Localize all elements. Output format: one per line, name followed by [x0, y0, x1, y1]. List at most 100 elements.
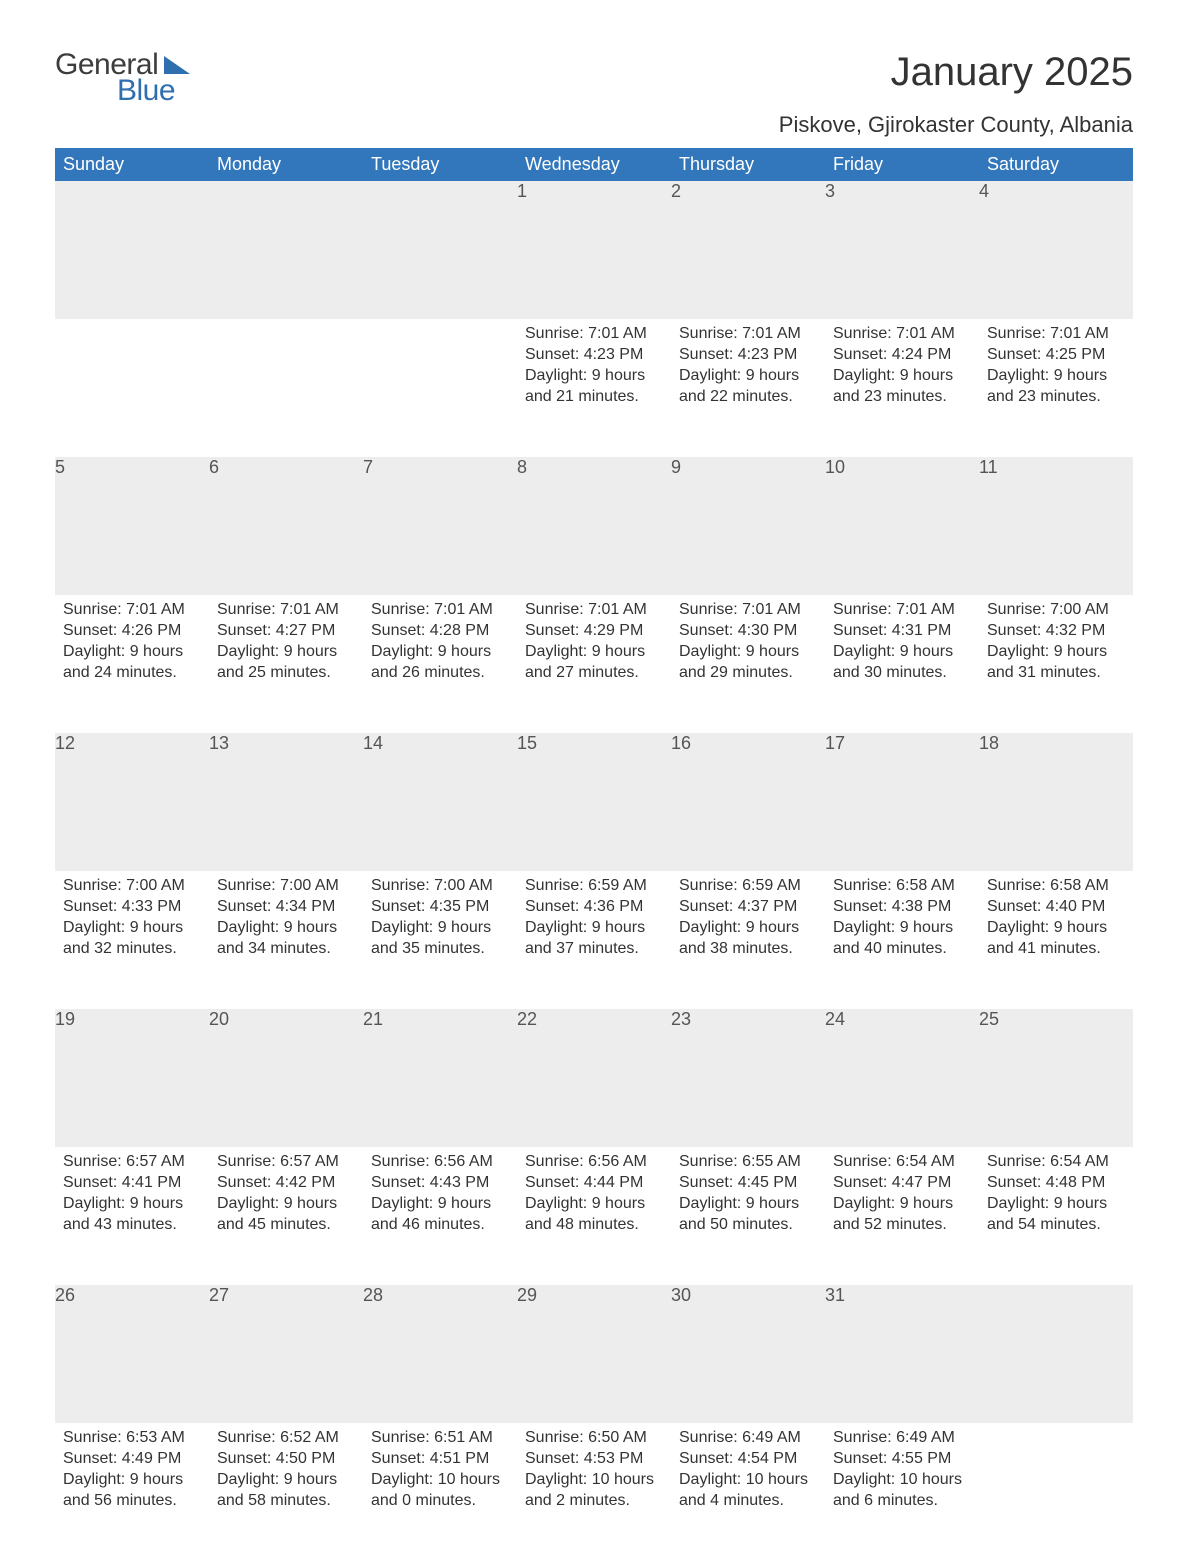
day-data-cell: Sunrise: 7:01 AMSunset: 4:24 PMDaylight:…	[825, 319, 979, 457]
day-number-cell: 20	[209, 1009, 363, 1147]
day-details: Sunrise: 7:00 AMSunset: 4:32 PMDaylight:…	[979, 595, 1133, 693]
day-number: 13	[209, 733, 229, 753]
day-number-cell: 7	[363, 457, 517, 595]
day-data-cell: Sunrise: 6:57 AMSunset: 4:42 PMDaylight:…	[209, 1147, 363, 1285]
day-details: Sunrise: 6:49 AMSunset: 4:55 PMDaylight:…	[825, 1423, 979, 1521]
day-data-cell: Sunrise: 6:56 AMSunset: 4:43 PMDaylight:…	[363, 1147, 517, 1285]
day-number: 1	[517, 181, 527, 201]
day-number: 20	[209, 1009, 229, 1029]
day-data-cell: Sunrise: 7:01 AMSunset: 4:23 PMDaylight:…	[517, 319, 671, 457]
brand-logo: General Blue	[55, 50, 190, 106]
day-number-cell: 11	[979, 457, 1133, 595]
day-details: Sunrise: 6:59 AMSunset: 4:36 PMDaylight:…	[517, 871, 671, 969]
day-details: Sunrise: 7:01 AMSunset: 4:29 PMDaylight:…	[517, 595, 671, 693]
day-number: 27	[209, 1285, 229, 1305]
day-number: 15	[517, 733, 537, 753]
day-data-cell: Sunrise: 6:53 AMSunset: 4:49 PMDaylight:…	[55, 1423, 209, 1561]
day-details: Sunrise: 7:01 AMSunset: 4:27 PMDaylight:…	[209, 595, 363, 693]
day-details: Sunrise: 6:56 AMSunset: 4:44 PMDaylight:…	[517, 1147, 671, 1245]
day-number-cell: 3	[825, 181, 979, 319]
day-data-cell: Sunrise: 7:01 AMSunset: 4:26 PMDaylight:…	[55, 595, 209, 733]
day-number-cell: 12	[55, 733, 209, 871]
weekday-header: Monday	[209, 148, 363, 181]
day-number-cell	[209, 181, 363, 319]
day-number-cell: 28	[363, 1285, 517, 1423]
day-data-cell: Sunrise: 7:00 AMSunset: 4:34 PMDaylight:…	[209, 871, 363, 1009]
day-number: 24	[825, 1009, 845, 1029]
weekday-header: Wednesday	[517, 148, 671, 181]
day-number-cell	[55, 181, 209, 319]
day-data-cell: Sunrise: 6:54 AMSunset: 4:47 PMDaylight:…	[825, 1147, 979, 1285]
day-number-cell: 9	[671, 457, 825, 595]
day-number-cell: 1	[517, 181, 671, 319]
daynum-row: 262728293031	[55, 1285, 1133, 1423]
day-details: Sunrise: 7:01 AMSunset: 4:23 PMDaylight:…	[671, 319, 825, 417]
weekday-header: Thursday	[671, 148, 825, 181]
day-details: Sunrise: 7:00 AMSunset: 4:35 PMDaylight:…	[363, 871, 517, 969]
day-details: Sunrise: 6:55 AMSunset: 4:45 PMDaylight:…	[671, 1147, 825, 1245]
day-number: 6	[209, 457, 219, 477]
day-data-cell	[363, 319, 517, 457]
day-data-cell: Sunrise: 7:01 AMSunset: 4:27 PMDaylight:…	[209, 595, 363, 733]
weekday-header: Sunday	[55, 148, 209, 181]
day-data-cell: Sunrise: 6:59 AMSunset: 4:36 PMDaylight:…	[517, 871, 671, 1009]
day-number: 5	[55, 457, 65, 477]
day-number-cell: 5	[55, 457, 209, 595]
day-data-cell: Sunrise: 7:01 AMSunset: 4:30 PMDaylight:…	[671, 595, 825, 733]
day-number-cell: 8	[517, 457, 671, 595]
day-number-cell: 15	[517, 733, 671, 871]
day-data-cell: Sunrise: 7:00 AMSunset: 4:32 PMDaylight:…	[979, 595, 1133, 733]
day-number: 11	[979, 457, 998, 477]
day-data-cell: Sunrise: 7:01 AMSunset: 4:23 PMDaylight:…	[671, 319, 825, 457]
day-data-cell: Sunrise: 6:54 AMSunset: 4:48 PMDaylight:…	[979, 1147, 1133, 1285]
day-details: Sunrise: 6:54 AMSunset: 4:47 PMDaylight:…	[825, 1147, 979, 1245]
day-details: Sunrise: 6:59 AMSunset: 4:37 PMDaylight:…	[671, 871, 825, 969]
day-details: Sunrise: 7:01 AMSunset: 4:24 PMDaylight:…	[825, 319, 979, 417]
day-details: Sunrise: 7:01 AMSunset: 4:25 PMDaylight:…	[979, 319, 1133, 417]
day-data-cell: Sunrise: 7:01 AMSunset: 4:28 PMDaylight:…	[363, 595, 517, 733]
day-number-cell: 31	[825, 1285, 979, 1423]
day-data-cell: Sunrise: 6:59 AMSunset: 4:37 PMDaylight:…	[671, 871, 825, 1009]
day-data-cell: Sunrise: 7:01 AMSunset: 4:31 PMDaylight:…	[825, 595, 979, 733]
day-number-cell: 22	[517, 1009, 671, 1147]
day-number-cell: 2	[671, 181, 825, 319]
day-details: Sunrise: 7:01 AMSunset: 4:26 PMDaylight:…	[55, 595, 209, 693]
day-number-cell: 13	[209, 733, 363, 871]
daydata-row: Sunrise: 7:01 AMSunset: 4:23 PMDaylight:…	[55, 319, 1133, 457]
day-data-cell	[55, 319, 209, 457]
day-data-cell: Sunrise: 7:00 AMSunset: 4:35 PMDaylight:…	[363, 871, 517, 1009]
day-data-cell: Sunrise: 6:58 AMSunset: 4:38 PMDaylight:…	[825, 871, 979, 1009]
day-data-cell: Sunrise: 6:57 AMSunset: 4:41 PMDaylight:…	[55, 1147, 209, 1285]
day-number-cell: 27	[209, 1285, 363, 1423]
day-number: 30	[671, 1285, 691, 1305]
day-number-cell: 24	[825, 1009, 979, 1147]
day-number: 23	[671, 1009, 691, 1029]
day-number-cell: 6	[209, 457, 363, 595]
day-details: Sunrise: 6:58 AMSunset: 4:38 PMDaylight:…	[825, 871, 979, 969]
day-number: 2	[671, 181, 681, 201]
day-number: 17	[825, 733, 845, 753]
day-details: Sunrise: 6:54 AMSunset: 4:48 PMDaylight:…	[979, 1147, 1133, 1245]
day-number: 12	[55, 733, 75, 753]
day-number-cell	[979, 1285, 1133, 1423]
day-number-cell: 14	[363, 733, 517, 871]
day-details: Sunrise: 6:51 AMSunset: 4:51 PMDaylight:…	[363, 1423, 517, 1521]
day-data-cell: Sunrise: 6:49 AMSunset: 4:54 PMDaylight:…	[671, 1423, 825, 1561]
daynum-row: 567891011	[55, 457, 1133, 595]
day-details: Sunrise: 6:50 AMSunset: 4:53 PMDaylight:…	[517, 1423, 671, 1521]
daydata-row: Sunrise: 6:57 AMSunset: 4:41 PMDaylight:…	[55, 1147, 1133, 1285]
weekday-header: Tuesday	[363, 148, 517, 181]
day-data-cell: Sunrise: 6:56 AMSunset: 4:44 PMDaylight:…	[517, 1147, 671, 1285]
day-details: Sunrise: 7:01 AMSunset: 4:23 PMDaylight:…	[517, 319, 671, 417]
day-details: Sunrise: 6:56 AMSunset: 4:43 PMDaylight:…	[363, 1147, 517, 1245]
day-details: Sunrise: 6:57 AMSunset: 4:42 PMDaylight:…	[209, 1147, 363, 1245]
header: General Blue January 2025	[55, 50, 1133, 106]
day-number: 18	[979, 733, 999, 753]
daydata-row: Sunrise: 7:00 AMSunset: 4:33 PMDaylight:…	[55, 871, 1133, 1009]
day-number-cell: 16	[671, 733, 825, 871]
day-number-cell: 25	[979, 1009, 1133, 1147]
day-number-cell: 30	[671, 1285, 825, 1423]
day-number-cell: 23	[671, 1009, 825, 1147]
day-number: 16	[671, 733, 691, 753]
daynum-row: 19202122232425	[55, 1009, 1133, 1147]
